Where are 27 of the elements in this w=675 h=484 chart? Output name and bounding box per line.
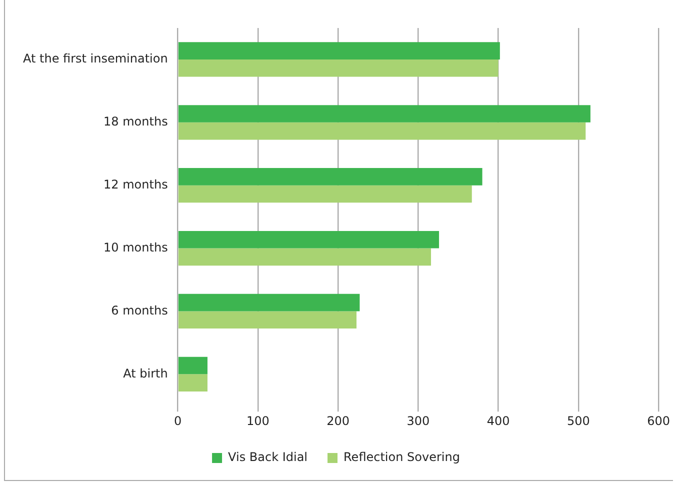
- bar: [178, 185, 472, 203]
- x-tick-label: 200: [326, 414, 350, 428]
- bar: [178, 294, 360, 312]
- legend-label: Vis Back Idial: [228, 450, 308, 464]
- y-tick-label: At the first insemination: [22, 52, 168, 66]
- bar: [178, 59, 498, 77]
- bar: [178, 248, 432, 266]
- bar: [178, 42, 500, 60]
- x-tick-label: 300: [406, 414, 430, 428]
- bar: [178, 168, 482, 186]
- bar: [178, 356, 208, 374]
- y-tick-label: 12 months: [104, 177, 168, 192]
- x-tick-label: 500: [566, 414, 590, 428]
- y-tick-label: 10 months: [104, 240, 168, 254]
- bar: [178, 230, 440, 248]
- x-tick-label: 400: [486, 414, 510, 428]
- y-tick-label: 6 months: [111, 303, 168, 318]
- legend-label: Reflection Sovering: [344, 450, 460, 464]
- y-tick-label: At birth: [123, 366, 168, 380]
- x-tick-label: 600: [647, 414, 670, 428]
- bar: [178, 311, 356, 329]
- bar: [178, 374, 208, 392]
- bar: [178, 122, 586, 140]
- bar: [178, 105, 590, 122]
- x-tick-label: 0: [174, 414, 182, 428]
- x-tick-label: 100: [246, 414, 270, 428]
- y-tick-label: 18 months: [104, 114, 168, 129]
